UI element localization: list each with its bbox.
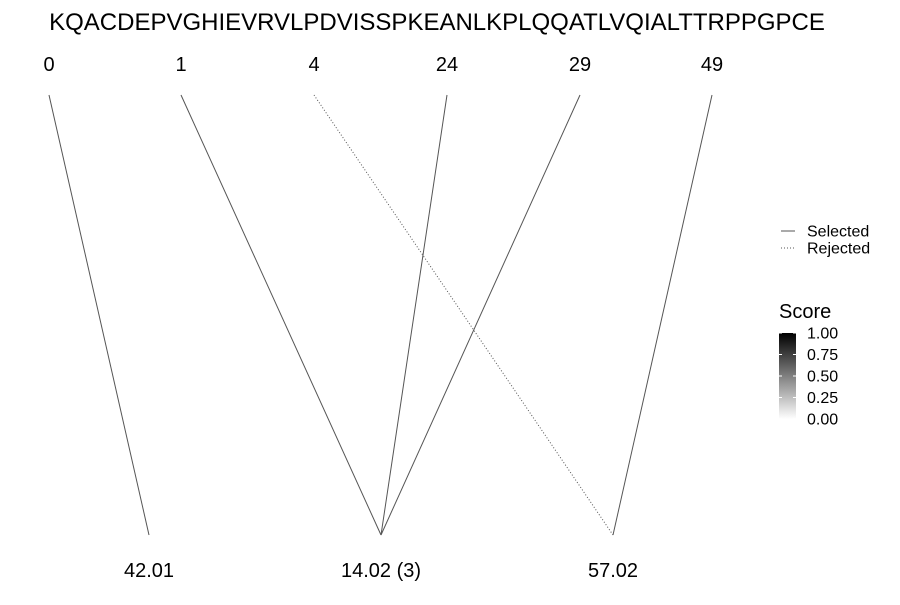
position-label: 49 (701, 54, 723, 76)
rejected-link-line (313, 94, 614, 536)
position-label: 4 (308, 54, 319, 76)
mass-label: 57.02 (588, 560, 638, 582)
score-tick-label: 0.50 (807, 369, 838, 386)
selected-link-line (48, 94, 150, 536)
score-tick-label: 0.25 (807, 390, 838, 407)
mass-label: 42.01 (124, 560, 174, 582)
score-tick-label: 1.00 (807, 326, 838, 343)
position-label: 29 (569, 54, 591, 76)
position-labels: 0 1 4 24 29 49 (43, 54, 723, 76)
selected-link-line (612, 94, 713, 536)
score-legend-title: Score (779, 301, 831, 323)
score-tick-label: 0.75 (807, 347, 838, 364)
mass-label: 14.02 (3) (341, 560, 421, 582)
peptide-sequence: KQACDEPVGHIEVRVLPDVISSPKEANLKPLQQATLVQIA… (49, 9, 825, 36)
position-label: 0 (43, 54, 54, 76)
legend-rejected-label: Rejected (807, 241, 870, 258)
selected-link-line (380, 94, 581, 536)
score-colorbar (779, 333, 796, 419)
score-legend: Score 1.00 0.75 0.50 0.25 0.00 (779, 301, 838, 429)
link-lines (48, 94, 713, 536)
linetype-legend: Selected Rejected (781, 224, 870, 258)
position-label: 1 (175, 54, 186, 76)
position-label: 24 (436, 54, 458, 76)
mass-labels: 42.01 14.02 (3) 57.02 (124, 560, 638, 582)
score-ticks: 1.00 0.75 0.50 0.25 0.00 (779, 326, 838, 429)
legend-selected-label: Selected (807, 224, 869, 241)
score-tick-label: 0.00 (807, 412, 838, 429)
selected-link-line (380, 94, 448, 536)
selected-link-line (180, 94, 382, 536)
